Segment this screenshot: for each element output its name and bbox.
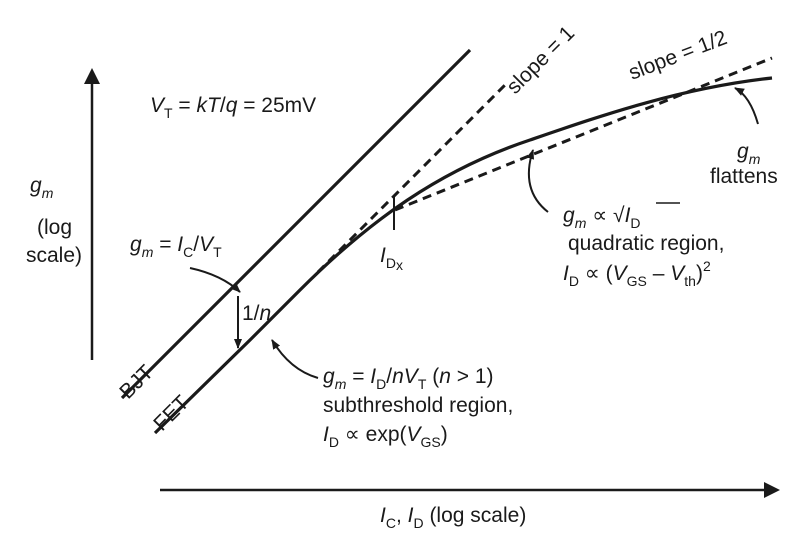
quadratic-line2: quadratic region, — [568, 232, 724, 255]
slope-1-asymptote — [316, 83, 507, 274]
quadratic-line3: ID ∝ (VGS – Vth)2 — [563, 258, 711, 289]
y-axis-label: gm — [30, 174, 54, 201]
vt-equation: VT = kT/q = 25mV — [150, 94, 316, 121]
x-axis-label: IC, ID (log scale) — [380, 504, 526, 531]
quadratic-leader — [526, 149, 549, 213]
sqrt-radical: √ — [613, 204, 625, 227]
gm-flattens-text: flattens — [710, 165, 778, 188]
gm-bjt-leader — [189, 267, 241, 293]
gm-bjt-equation: gm = IC/VT — [130, 233, 222, 260]
y-axis-label-log: (log — [37, 216, 72, 239]
slope-half-asymptote — [394, 56, 773, 212]
gm-flattens-symbol: gm — [737, 140, 761, 167]
bjt-line — [120, 48, 472, 400]
y-axis-arrow — [84, 68, 100, 360]
x-axis-arrow — [160, 482, 780, 498]
slope-1-label: slope = 1 — [502, 22, 579, 99]
y-axis-label-scale: scale) — [26, 244, 82, 267]
subthreshold-line3: ID ∝ exp(VGS) — [323, 423, 448, 450]
slope-half-label: slope = 1/2 — [626, 26, 731, 85]
one-over-n-label: 1/n — [242, 302, 271, 325]
subthreshold-leader — [271, 339, 319, 379]
flattens-leader — [734, 87, 759, 125]
subthreshold-line2: subthreshold region, — [323, 394, 513, 417]
subthreshold-line1: gm = ID/nVT (n > 1) — [323, 365, 494, 392]
fet-label: FET — [149, 391, 193, 435]
quadratic-line1: gm ∝ √ID — [563, 204, 641, 231]
idx-label: IDx — [380, 244, 403, 273]
